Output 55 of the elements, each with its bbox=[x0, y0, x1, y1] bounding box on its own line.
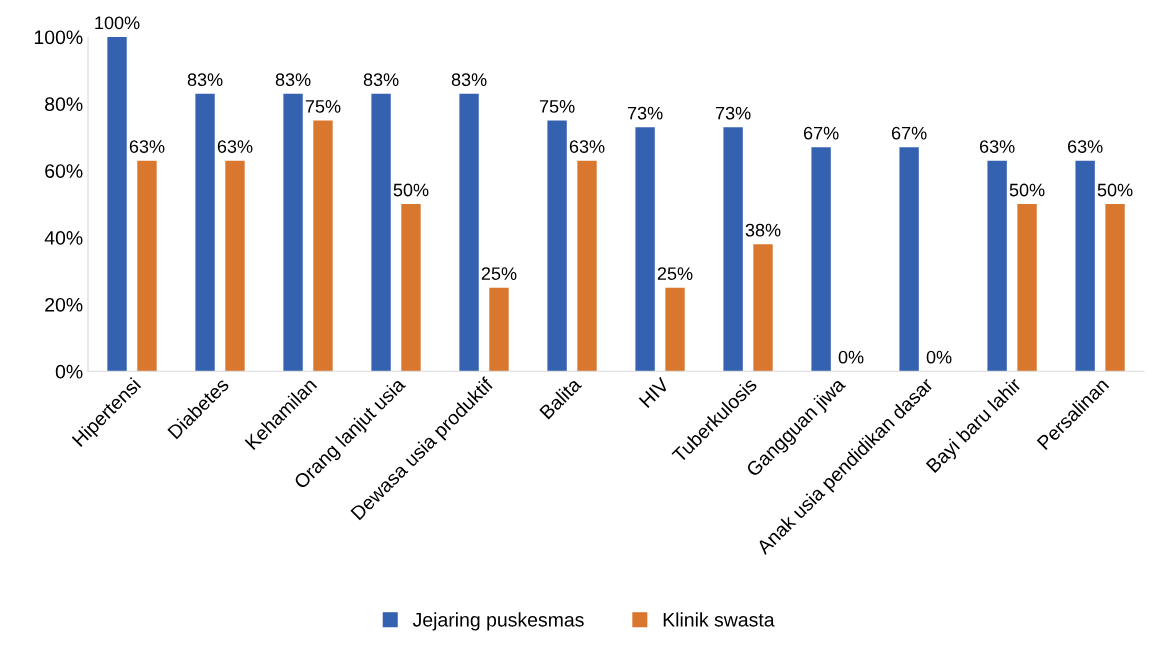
bar bbox=[577, 160, 597, 372]
data-label: 63% bbox=[979, 140, 1015, 153]
bar bbox=[635, 127, 655, 372]
bar bbox=[225, 160, 245, 372]
data-label: 0% bbox=[926, 350, 952, 364]
bar bbox=[723, 127, 743, 372]
y-tick-label: 100% bbox=[34, 30, 83, 45]
y-tick-label: 60% bbox=[45, 164, 83, 178]
bar bbox=[283, 93, 303, 372]
data-label: 73% bbox=[715, 106, 751, 120]
bar bbox=[811, 147, 831, 372]
data-label: 63% bbox=[1067, 140, 1103, 153]
data-label: 25% bbox=[481, 267, 517, 280]
data-label: 100% bbox=[95, 16, 140, 30]
y-tick-label: 40% bbox=[44, 231, 83, 245]
bar bbox=[401, 204, 421, 372]
bar bbox=[313, 120, 333, 372]
data-label: 83% bbox=[275, 73, 311, 87]
bar bbox=[1075, 160, 1095, 372]
data-label: 38% bbox=[745, 223, 781, 237]
bar bbox=[547, 120, 567, 372]
data-label: 63% bbox=[129, 140, 165, 153]
data-label: 83% bbox=[187, 73, 223, 87]
bar bbox=[371, 93, 391, 372]
bar bbox=[987, 160, 1007, 372]
y-tick-label: 80% bbox=[45, 97, 83, 112]
data-label: 67% bbox=[891, 126, 927, 140]
data-label: 0% bbox=[838, 350, 864, 364]
data-label: 73% bbox=[627, 106, 663, 120]
data-label: 63% bbox=[569, 140, 605, 153]
legend-label: Jejaring puskesmas bbox=[412, 612, 584, 631]
data-label: 25% bbox=[657, 267, 693, 280]
bar bbox=[137, 160, 157, 372]
bar bbox=[899, 147, 919, 372]
data-label: 75% bbox=[305, 100, 341, 113]
data-label: 50% bbox=[393, 183, 429, 197]
bar bbox=[459, 93, 479, 372]
y-tick-label: 20% bbox=[45, 297, 83, 312]
data-label: 50% bbox=[1097, 183, 1133, 197]
bar bbox=[665, 287, 685, 372]
data-label: 63% bbox=[217, 140, 253, 153]
data-label: 75% bbox=[539, 100, 575, 113]
bar bbox=[1017, 204, 1037, 372]
data-label: 50% bbox=[1009, 183, 1045, 197]
bar bbox=[753, 244, 773, 372]
legend-label: Klinik swasta bbox=[663, 612, 775, 627]
bar bbox=[107, 36, 127, 372]
data-label: 67% bbox=[803, 126, 839, 140]
y-tick-label: 0% bbox=[55, 364, 83, 379]
bar bbox=[195, 93, 215, 372]
x-tick-label: HIV bbox=[638, 376, 670, 408]
data-label: 83% bbox=[451, 73, 487, 87]
data-label: 83% bbox=[363, 73, 399, 87]
bar bbox=[489, 287, 509, 372]
bar bbox=[1105, 204, 1125, 372]
